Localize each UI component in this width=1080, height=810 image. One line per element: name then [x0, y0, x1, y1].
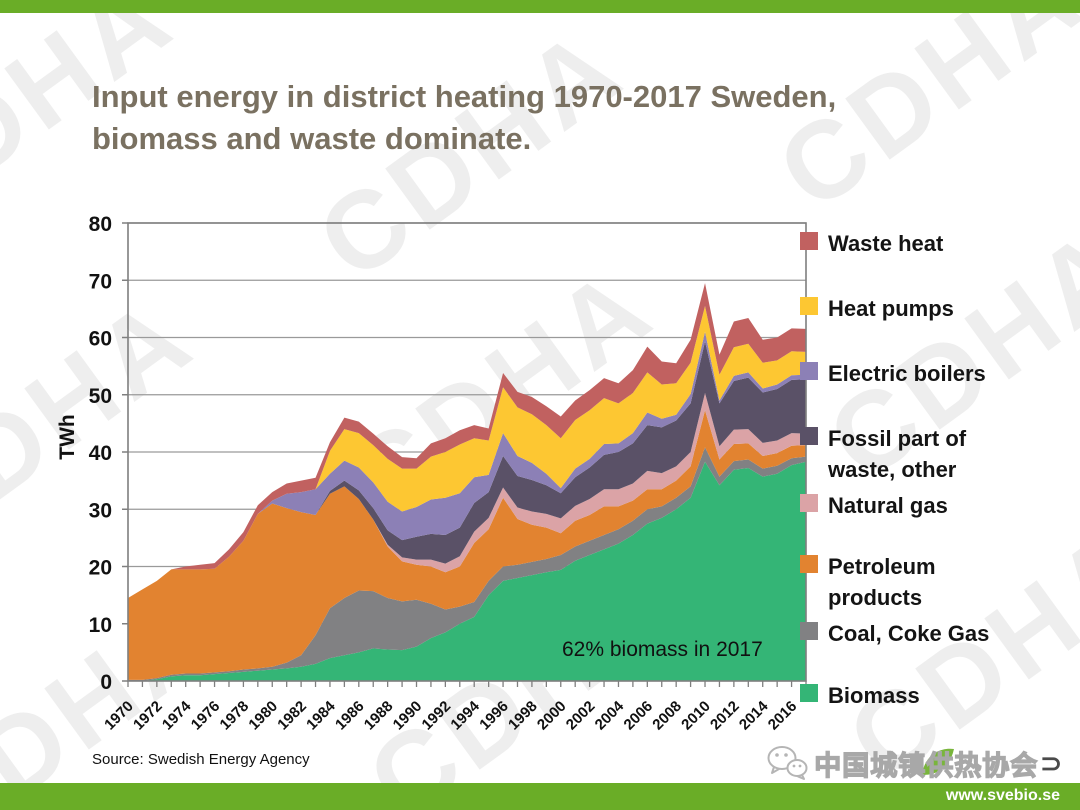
- legend-item: Heat pumps: [800, 293, 954, 324]
- x-tick-label: 1976: [188, 698, 224, 734]
- area-heat-pumps: [128, 306, 806, 598]
- wechat-icon: [767, 746, 808, 780]
- legend-item: Electric boilers: [800, 358, 986, 389]
- biomass-annotation: 62% biomass in 2017: [562, 638, 763, 661]
- x-tick-label: 2014: [736, 697, 772, 733]
- x-tick-label: 1990: [390, 698, 426, 734]
- x-tick-label: 2006: [621, 698, 657, 734]
- x-tick-label: 1970: [101, 698, 137, 734]
- y-tick-label: 60: [89, 328, 112, 351]
- top-accent-bar: [0, 0, 1080, 13]
- slide-title: Input energy in district heating 1970-20…: [92, 76, 992, 160]
- legend-swatch: [800, 622, 818, 640]
- x-tick-label: 2004: [592, 697, 628, 733]
- legend-swatch: [800, 555, 818, 573]
- legend-swatch: [800, 684, 818, 702]
- area-petroleum-products: [128, 410, 806, 680]
- footer-logo-text: 中国城镇供热协会: [814, 750, 1039, 781]
- legend-label: Coal, Coke Gas: [828, 621, 990, 646]
- x-tick-label: 2008: [649, 698, 685, 734]
- x-tick-label: 1984: [303, 697, 339, 733]
- x-tick-label: 1988: [361, 698, 397, 734]
- legend-swatch: [800, 362, 818, 380]
- legend-item: Biomass: [800, 680, 920, 711]
- x-tick-label: 1986: [332, 698, 368, 734]
- leaf-icon: [922, 748, 955, 775]
- legend-item: Fossil part of waste, other: [800, 423, 966, 485]
- bottom-accent-bar: [0, 783, 1080, 810]
- x-tick-label: 2002: [563, 698, 599, 734]
- legend-label: Petroleum products: [828, 554, 936, 610]
- x-tick-label: 2010: [678, 698, 714, 734]
- y-tick-label: 20: [89, 557, 112, 580]
- footer-logo: 中国城镇供热协会 ⊃: [766, 743, 1062, 783]
- legend-item: Coal, Coke Gas: [800, 618, 989, 649]
- y-tick-label: 0: [100, 671, 112, 694]
- x-tick-label: 2000: [534, 698, 570, 734]
- footer-url: www.svebio.se: [945, 787, 1060, 804]
- area-biomass: [128, 461, 806, 681]
- x-tick-label: 2016: [765, 698, 801, 734]
- x-tick-label: 1994: [447, 697, 483, 733]
- x-tick-label: 1982: [274, 698, 310, 734]
- legend-label: Electric boilers: [828, 361, 986, 386]
- logo-mark: ⊃: [1040, 747, 1062, 778]
- legend-label: Waste heat: [828, 231, 944, 256]
- x-tick-label: 2012: [707, 698, 743, 734]
- legend-swatch: [800, 232, 818, 250]
- legend-label: Biomass: [828, 683, 920, 708]
- x-tick-label: 1980: [245, 698, 281, 734]
- legend-item: Waste heat: [800, 228, 943, 259]
- x-tick-label: 1998: [505, 698, 541, 734]
- y-tick-label: 50: [89, 385, 112, 408]
- legend-label: Heat pumps: [828, 296, 954, 321]
- legend-item: Petroleum products: [800, 551, 936, 613]
- y-tick-label: 40: [89, 442, 112, 465]
- y-tick-label: 80: [89, 213, 112, 236]
- slide-title-line2: biomass and waste dominate.: [92, 121, 532, 156]
- legend-label: Fossil part of waste, other: [828, 426, 967, 482]
- legend-label: Natural gas: [828, 493, 948, 518]
- source-caption: Source: Swedish Energy Agency: [92, 751, 310, 768]
- y-axis-title: TWh: [56, 414, 79, 459]
- legend-swatch: [800, 427, 818, 445]
- y-tick-label: 30: [89, 499, 112, 522]
- y-tick-label: 70: [89, 270, 112, 293]
- x-tick-label: 1972: [130, 698, 166, 734]
- x-tick-label: 1974: [159, 697, 195, 733]
- area-waste-heat: [128, 283, 806, 598]
- legend-item: Natural gas: [800, 490, 948, 521]
- slide-title-line1: Input energy in district heating 1970-20…: [92, 79, 837, 114]
- x-tick-label: 1992: [419, 698, 455, 734]
- legend-swatch: [800, 494, 818, 512]
- x-tick-label: 1996: [476, 698, 512, 734]
- x-tick-label: 1978: [217, 698, 253, 734]
- legend-swatch: [800, 297, 818, 315]
- y-tick-label: 10: [89, 614, 112, 637]
